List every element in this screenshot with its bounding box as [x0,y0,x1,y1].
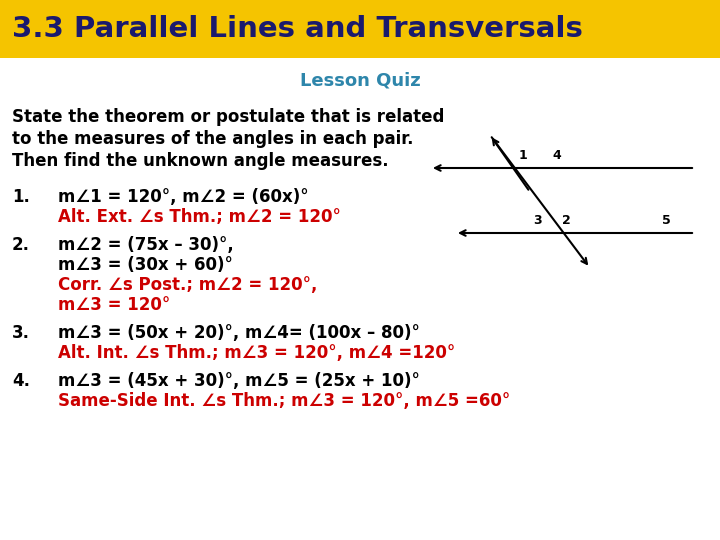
Text: 2: 2 [562,214,571,227]
Text: Alt. Ext. ∠s Thm.; m∠2 = 120°: Alt. Ext. ∠s Thm.; m∠2 = 120° [58,208,341,226]
Text: m∠3 = (30x + 60)°: m∠3 = (30x + 60)° [58,256,233,274]
Text: m∠3 = 120°: m∠3 = 120° [58,296,170,314]
Text: 4: 4 [552,149,561,162]
Text: 3: 3 [534,214,542,227]
Text: m∠3 = (45x + 30)°, m∠5 = (25x + 10)°: m∠3 = (45x + 30)°, m∠5 = (25x + 10)° [58,372,420,390]
Text: 1: 1 [518,149,527,162]
Bar [0,0,720,58]
Text: Alt. Int. ∠s Thm.; m∠3 = 120°, m∠4 =120°: Alt. Int. ∠s Thm.; m∠3 = 120°, m∠4 =120° [58,344,455,362]
Text: m∠1 = 120°, m∠2 = (60x)°: m∠1 = 120°, m∠2 = (60x)° [58,188,309,206]
Text: State the theorem or postulate that is related: State the theorem or postulate that is r… [12,108,444,126]
Text: Lesson Quiz: Lesson Quiz [300,71,420,89]
Text: 5: 5 [662,214,671,227]
Text: m∠2 = (75x – 30)°,: m∠2 = (75x – 30)°, [58,236,234,254]
Text: 3.: 3. [12,324,30,342]
Text: 2.: 2. [12,236,30,254]
Text: 4.: 4. [12,372,30,390]
Text: to the measures of the angles in each pair.: to the measures of the angles in each pa… [12,130,413,148]
Text: 3.3 Parallel Lines and Transversals: 3.3 Parallel Lines and Transversals [12,15,583,43]
Text: Same-Side Int. ∠s Thm.; m∠3 = 120°, m∠5 =60°: Same-Side Int. ∠s Thm.; m∠3 = 120°, m∠5 … [58,392,510,410]
Text: Then find the unknown angle measures.: Then find the unknown angle measures. [12,152,389,170]
Text: Corr. ∠s Post.; m∠2 = 120°,: Corr. ∠s Post.; m∠2 = 120°, [58,276,318,294]
Text: 1.: 1. [12,188,30,206]
Text: m∠3 = (50x + 20)°, m∠4= (100x – 80)°: m∠3 = (50x + 20)°, m∠4= (100x – 80)° [58,324,420,342]
